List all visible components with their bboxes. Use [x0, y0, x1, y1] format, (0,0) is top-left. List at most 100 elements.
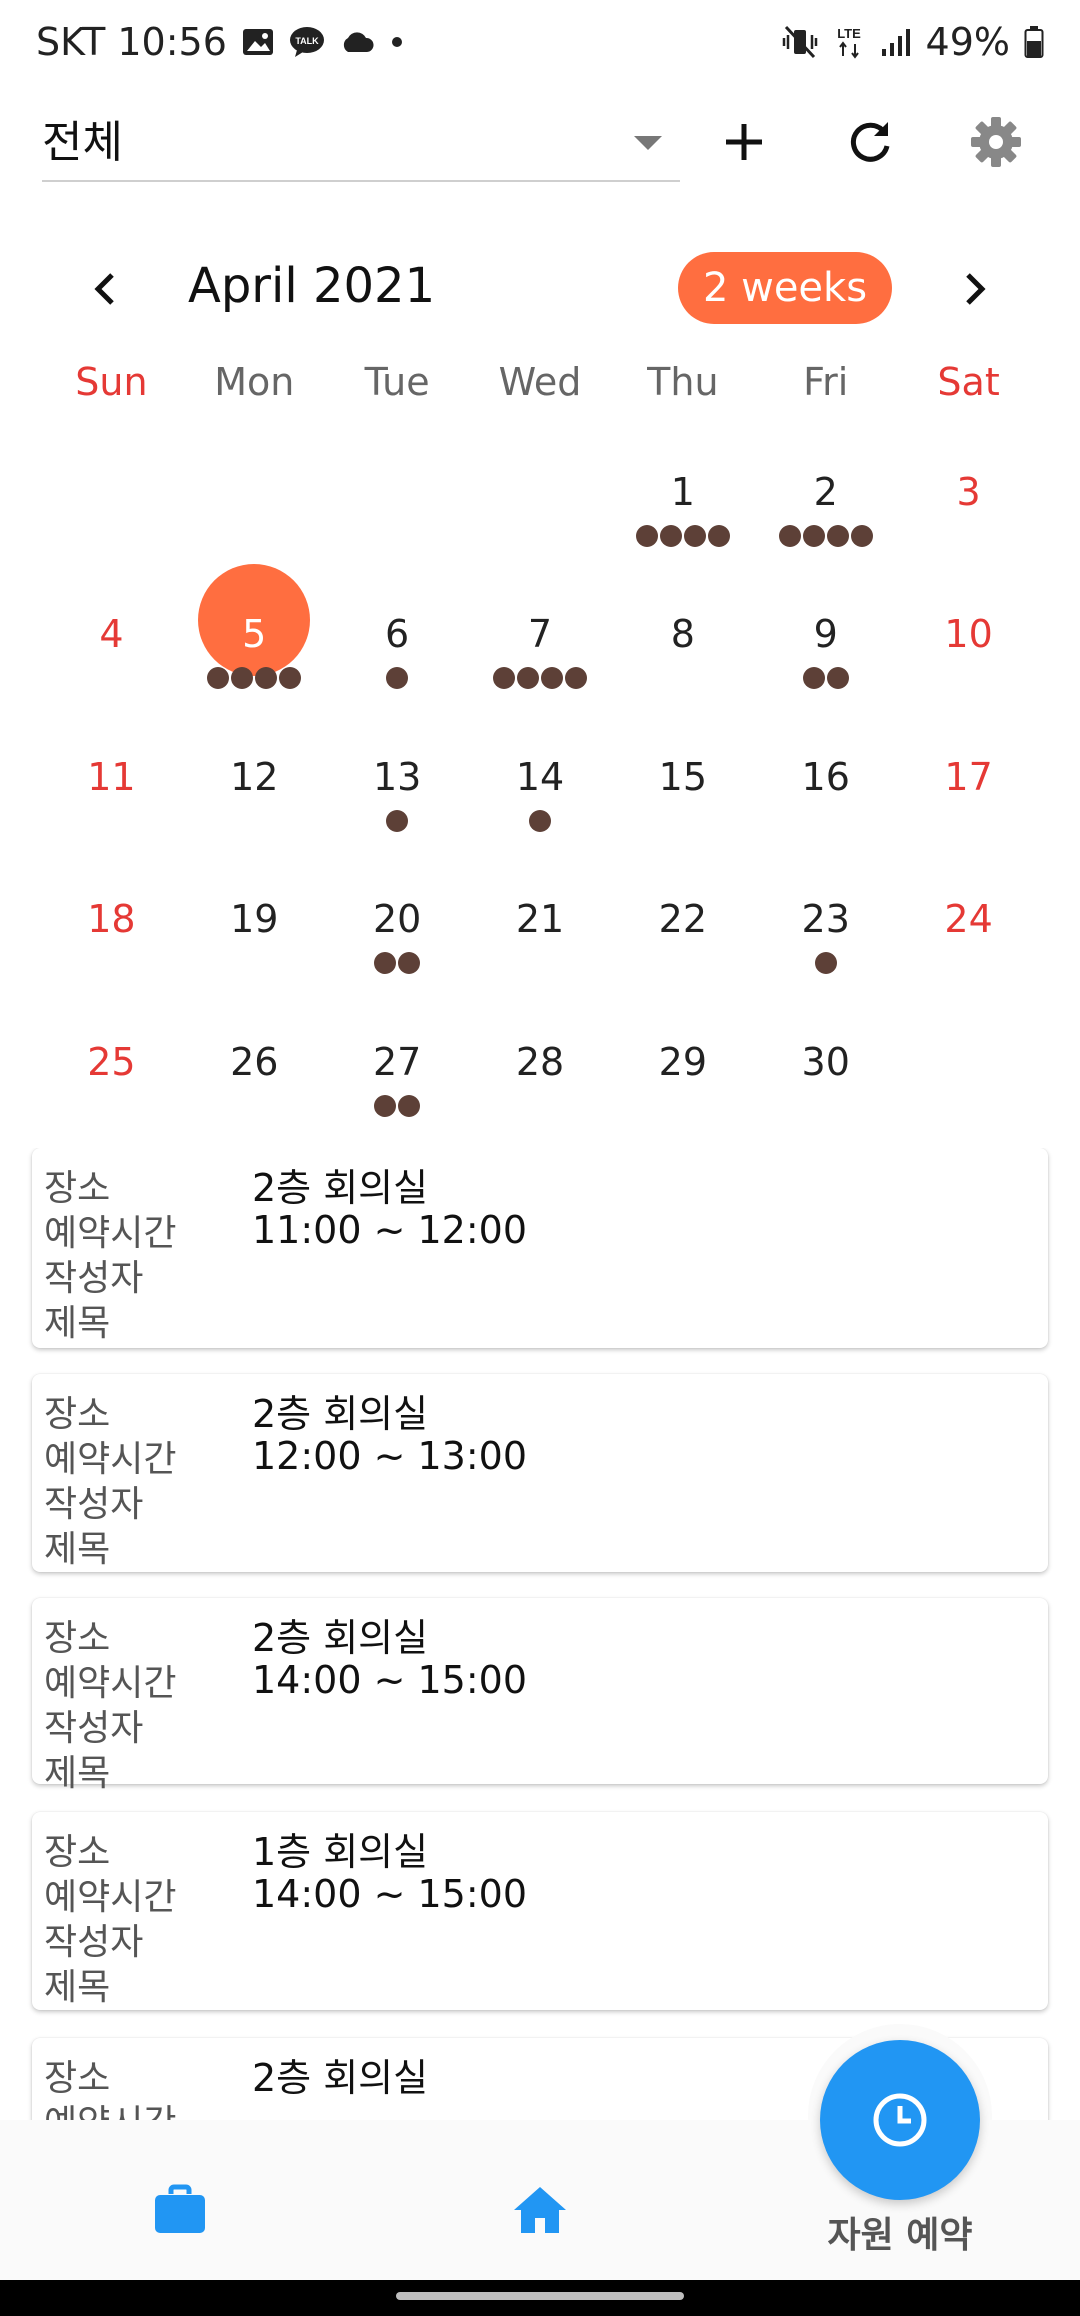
reservation-time-label: 예약시간 [44, 1212, 177, 1254]
calendar-day[interactable]: 28 [469, 1010, 612, 1152]
nav-home-button[interactable] [500, 2170, 580, 2250]
day-number: 7 [527, 612, 553, 657]
day-number: 8 [670, 612, 695, 657]
add-button[interactable] [712, 110, 776, 174]
nav-resources-button[interactable] [140, 2170, 220, 2250]
status-bar: SKT 10:56 TALK LTE 49% [0, 0, 1080, 84]
calendar-day[interactable]: 13 [326, 725, 469, 867]
reservation-list[interactable]: 장소 2층 회의실 예약시간 11:00 ~ 12:00 작성자 제목 장소 2층 회의실 예약… [0, 1148, 1080, 2120]
calendar-day[interactable]: 17 [897, 725, 1040, 867]
reservation-place-value: 2층 회의실 [252, 1166, 429, 1210]
filter-dropdown[interactable]: 전체 [42, 96, 680, 182]
calendar-day[interactable]: 30 [754, 1010, 897, 1152]
calendar-day[interactable]: 19 [183, 867, 326, 1009]
refresh-button[interactable] [838, 110, 902, 174]
calendar-empty-cell [897, 1010, 1040, 1152]
calendar-day[interactable]: 7 [469, 582, 612, 724]
settings-button[interactable] [964, 110, 1028, 174]
reservation-author-label: 작성자 [44, 1921, 144, 1963]
calendar-day[interactable]: 29 [611, 1010, 754, 1152]
calendar-day[interactable]: 18 [40, 867, 183, 1009]
resource-reservation-fab[interactable] [820, 2040, 980, 2200]
event-dot [374, 952, 397, 975]
fab-label[interactable]: 자원 예약 [827, 2215, 973, 2256]
event-dot [850, 525, 873, 547]
event-dots [326, 1094, 469, 1117]
reservation-place-label: 장소 [44, 1831, 111, 1873]
reservation-card[interactable]: 장소 2층 회의실 예약시간 14:00 ~ 15:00 작성자 제목 [32, 1598, 1048, 1794]
calendar-day[interactable]: 11 [40, 725, 183, 867]
day-number: 16 [801, 754, 850, 799]
day-number: 12 [230, 754, 279, 799]
next-month-button[interactable] [950, 264, 1000, 314]
reservation-time-label: 예약시간 [44, 1438, 177, 1480]
day-number: 21 [515, 897, 565, 942]
event-dots [754, 667, 897, 690]
event-dot [564, 667, 587, 690]
calendar-day[interactable]: 8 [611, 582, 754, 724]
event-dot [207, 667, 230, 690]
reservation-author-label: 작성자 [44, 1257, 144, 1299]
day-number: 29 [658, 1039, 708, 1084]
cloud-icon [339, 30, 375, 54]
reservation-place-row: 장소 2층 회의실 [44, 1612, 1048, 1660]
event-dots [183, 667, 326, 690]
reservation-time-value: 14:00 ~ 15:00 [252, 1657, 528, 1702]
calendar-day[interactable]: 16 [754, 725, 897, 867]
calendar-day[interactable]: 15 [611, 725, 754, 867]
calendar-day[interactable]: 27 [326, 1010, 469, 1152]
reservation-title-row: 제목 [44, 1961, 1048, 2008]
event-dot [707, 525, 730, 547]
event-dots [326, 667, 469, 690]
day-number: 2 [813, 470, 838, 514]
reservation-author-row: 작성자 [44, 1702, 1048, 1749]
calendar-day[interactable]: 5 [183, 564, 326, 724]
reservation-place-label: 장소 [44, 1167, 111, 1209]
weekday-wed: Wed [498, 360, 582, 404]
weekday-tue: Tue [364, 360, 430, 404]
event-dot [814, 952, 837, 975]
carrier-time: SKT 10:56 [36, 20, 227, 64]
calendar-day[interactable]: 9 [754, 582, 897, 724]
event-dots [326, 952, 469, 975]
reservation-time-row: 예약시간 12:00 ~ 13:00 [44, 1433, 1048, 1480]
calendar-day[interactable]: 10 [897, 582, 1040, 724]
event-dots [469, 809, 612, 832]
reservation-author-row: 작성자 [44, 1916, 1048, 1963]
reservation-card[interactable]: 장소 1층 회의실 예약시간 14:00 ~ 15:00 작성자 제목 [32, 1812, 1048, 2010]
reservation-title-row: 제목 [44, 1523, 1048, 1570]
calendar-day[interactable]: 2 [754, 440, 897, 582]
home-indicator[interactable] [396, 2292, 684, 2300]
calendar-day[interactable]: 22 [611, 867, 754, 1009]
view-mode-toggle[interactable]: 2 weeks [678, 252, 892, 324]
prev-month-button[interactable] [80, 264, 130, 314]
calendar-day[interactable]: 3 [897, 440, 1040, 582]
calendar-day[interactable]: 23 [754, 867, 897, 1009]
calendar-day[interactable]: 1 [611, 440, 754, 582]
reservation-time-row: 예약시간 14:00 ~ 15:00 [44, 1657, 1048, 1704]
day-number: 13 [372, 754, 422, 799]
reservation-place-label: 장소 [44, 1617, 111, 1659]
calendar-day[interactable]: 6 [326, 582, 469, 724]
reservation-time-row: 예약시간 [44, 2097, 1048, 2121]
weekday-sun: Sun [75, 360, 148, 404]
calendar-day[interactable]: 14 [469, 725, 612, 867]
reservation-card[interactable]: 장소 2층 회의실 예약시간 11:00 ~ 12:00 작성자 제목 [32, 1148, 1048, 1348]
event-dot [826, 667, 849, 690]
event-dot [528, 809, 551, 832]
calendar-day[interactable]: 25 [40, 1010, 183, 1152]
calendar-empty-cell [326, 440, 469, 582]
calendar-day[interactable]: 26 [183, 1010, 326, 1152]
reservation-card[interactable]: 장소 2층 회의실 예약시간 12:00 ~ 13:00 작성자 제목 [32, 1374, 1048, 1572]
reservation-place-row: 장소 1층 회의실 [44, 1826, 1048, 1874]
calendar-day[interactable]: 20 [326, 867, 469, 1009]
calendar-day[interactable]: 4 [40, 582, 183, 724]
top-bar: 전체 [0, 96, 1080, 196]
event-dot [683, 525, 706, 547]
calendar-day[interactable]: 24 [897, 867, 1040, 1009]
calendar-day[interactable]: 21 [469, 867, 612, 1009]
notification-dot-icon [389, 34, 405, 50]
calendar-day[interactable]: 12 [183, 725, 326, 867]
day-number: 17 [944, 754, 993, 799]
day-number: 5 [242, 612, 267, 657]
